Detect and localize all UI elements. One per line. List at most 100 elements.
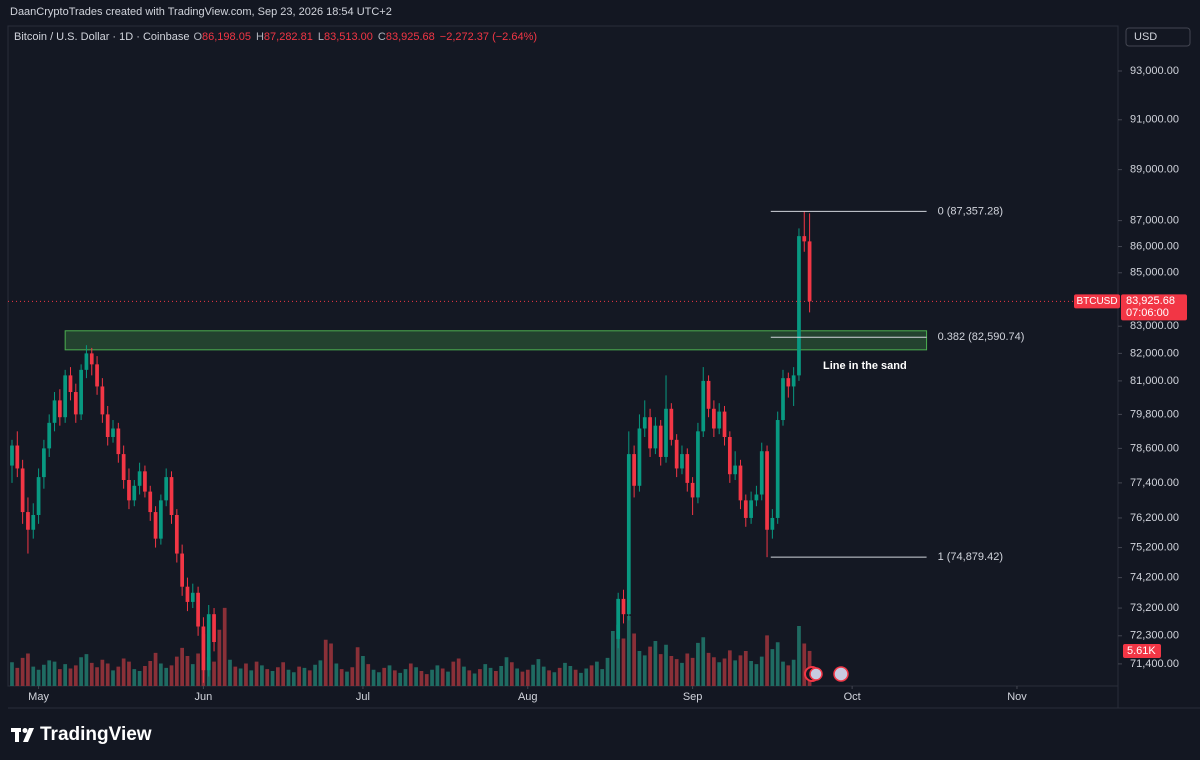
volume-bar xyxy=(456,658,461,686)
event-icons[interactable] xyxy=(804,666,849,682)
volume-bar xyxy=(499,666,504,686)
volume-bar xyxy=(238,668,243,686)
candle-body xyxy=(36,477,41,516)
countdown-label: 07:06:00 xyxy=(1126,307,1169,319)
ohlc-value: 87,282.81 xyxy=(264,31,313,43)
y-tick-label: 76,200.00 xyxy=(1130,512,1179,524)
brand-logo[interactable] xyxy=(11,728,34,742)
volume-bar xyxy=(626,616,631,686)
candle-body xyxy=(781,378,785,421)
candle-body xyxy=(685,454,690,483)
candle-body xyxy=(696,431,700,498)
candle-body xyxy=(797,236,801,376)
volume-bar xyxy=(515,668,519,686)
volume-bar xyxy=(472,673,477,686)
volume-bar xyxy=(712,657,716,686)
volume-bar xyxy=(669,656,674,686)
x-tick-label: Oct xyxy=(844,691,861,703)
candle-body xyxy=(26,512,30,530)
candle-body xyxy=(100,386,105,415)
watermark: DaanCryptoTrades created with TradingVie… xyxy=(10,6,392,18)
candle-body xyxy=(802,236,807,242)
volume-bar xyxy=(57,669,62,686)
currency[interactable]: USD xyxy=(1134,31,1157,43)
candle-body xyxy=(616,598,621,639)
volume-bar xyxy=(228,659,232,686)
volume-bar xyxy=(754,664,759,686)
volume-bar xyxy=(440,668,445,686)
event-icon[interactable] xyxy=(809,667,823,681)
candle-body xyxy=(786,378,791,387)
volume-bar xyxy=(20,657,25,686)
candle-body xyxy=(765,451,769,530)
candle-body xyxy=(680,454,684,469)
candle-body xyxy=(116,428,121,455)
annotation: Line in the sand xyxy=(823,360,907,372)
volume-bar xyxy=(84,654,89,686)
candle-body xyxy=(111,428,115,437)
candle-body xyxy=(68,375,73,393)
volume-bar xyxy=(552,672,557,686)
logo-shape xyxy=(23,728,34,742)
volume-bar xyxy=(270,671,275,686)
candle-body xyxy=(42,448,46,478)
volume-bar xyxy=(478,669,482,686)
volume-bar xyxy=(749,661,753,686)
candle-body xyxy=(775,420,780,518)
volume-bar xyxy=(674,659,679,686)
candle-body xyxy=(143,471,147,492)
volume-bar xyxy=(339,669,344,686)
volume-bar xyxy=(664,644,668,686)
symbol-tag xyxy=(1074,294,1120,309)
volume-bar xyxy=(116,666,121,686)
volume-bar xyxy=(382,667,387,686)
brand[interactable]: TradingView xyxy=(40,724,152,745)
volume-bar xyxy=(733,660,738,686)
candle-body xyxy=(15,445,20,469)
volume-bar xyxy=(595,661,599,686)
support-zone xyxy=(64,330,928,351)
volume-bar xyxy=(738,655,743,686)
currency-box[interactable] xyxy=(1125,27,1191,47)
candle-body xyxy=(642,417,647,429)
candle-body xyxy=(47,422,52,449)
volume-bar xyxy=(63,664,68,686)
y-tick-label: 73,200.00 xyxy=(1130,602,1179,614)
volume-bar xyxy=(318,660,323,686)
y-tick-label: 93,000.00 xyxy=(1130,65,1179,77)
volume-bar xyxy=(47,660,52,686)
y-tick-label: 89,000.00 xyxy=(1130,164,1179,176)
candle-body xyxy=(770,517,775,530)
fib-label: 0.382 (82,590.74) xyxy=(938,331,1025,343)
event-icon[interactable] xyxy=(833,666,849,682)
volume-bar xyxy=(105,663,110,686)
candle-body xyxy=(84,353,89,370)
candle-body xyxy=(717,411,722,429)
candle-body xyxy=(105,414,110,437)
volume-bar xyxy=(334,663,339,686)
volume-bar xyxy=(616,624,621,686)
fib-label: 0 (87,357.28) xyxy=(938,205,1003,217)
volume-bar xyxy=(180,647,185,686)
ohlc-value: 83,513.00 xyxy=(324,31,373,43)
y-tick-label: 83,000.00 xyxy=(1130,320,1179,332)
y-tick-label: 75,200.00 xyxy=(1130,541,1179,553)
volume-bar xyxy=(127,661,131,686)
y-tick-label: 77,400.00 xyxy=(1130,477,1179,489)
volume-bar xyxy=(680,662,684,686)
volume-bar xyxy=(392,670,397,686)
candle-body xyxy=(621,598,626,615)
y-tick-label: 79,800.00 xyxy=(1130,408,1179,420)
volume-bar xyxy=(419,671,424,686)
volume-bar xyxy=(329,643,333,686)
volume-bar xyxy=(398,672,403,686)
volume-bar xyxy=(89,662,94,686)
candle-body xyxy=(743,500,748,518)
volume-bar xyxy=(451,661,456,686)
candle-body xyxy=(190,592,195,602)
volume-bar xyxy=(366,664,371,686)
symbol-header: Bitcoin / U.S. Dollar · 1D · Coinbase O86… xyxy=(14,31,537,43)
candle-body xyxy=(10,445,14,466)
volume-bar xyxy=(26,653,30,686)
logo-shape xyxy=(22,728,28,733)
